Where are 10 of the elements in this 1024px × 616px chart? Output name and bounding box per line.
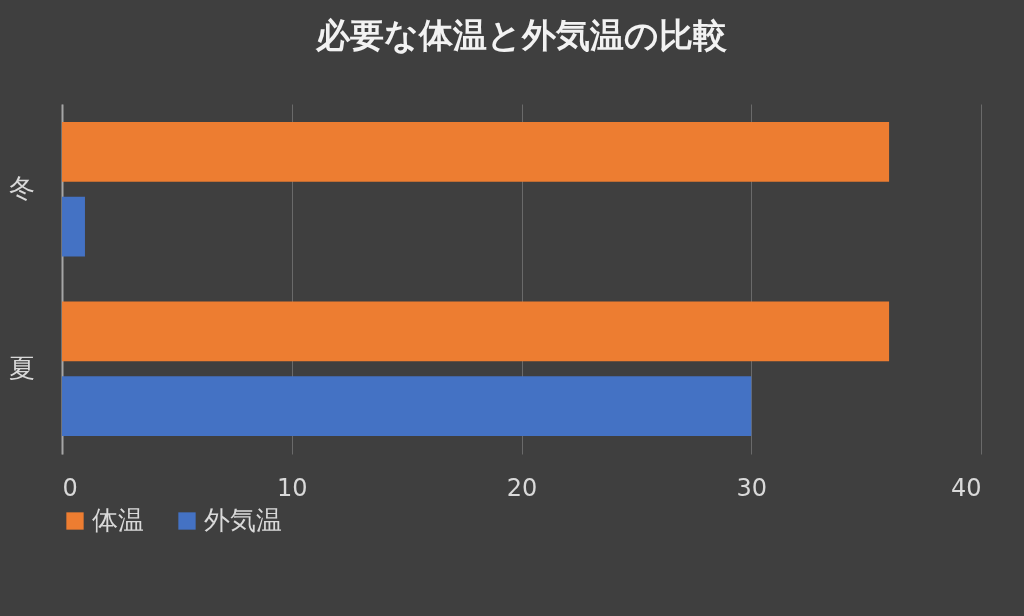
x-tick-label: 10	[276, 473, 308, 502]
y-tick-label: 冬	[8, 173, 35, 204]
legend-label: 体温	[92, 505, 144, 535]
x-tick-label: 0	[62, 473, 78, 502]
y-tick-label: 夏	[8, 352, 35, 383]
x-tick-label: 40	[950, 473, 982, 502]
chart-title: 必要な体温と外気温の比較	[315, 15, 727, 55]
x-tick-label: 20	[506, 473, 538, 502]
x-tick-label: 30	[736, 473, 768, 502]
legend-label: 外気温	[204, 505, 282, 535]
